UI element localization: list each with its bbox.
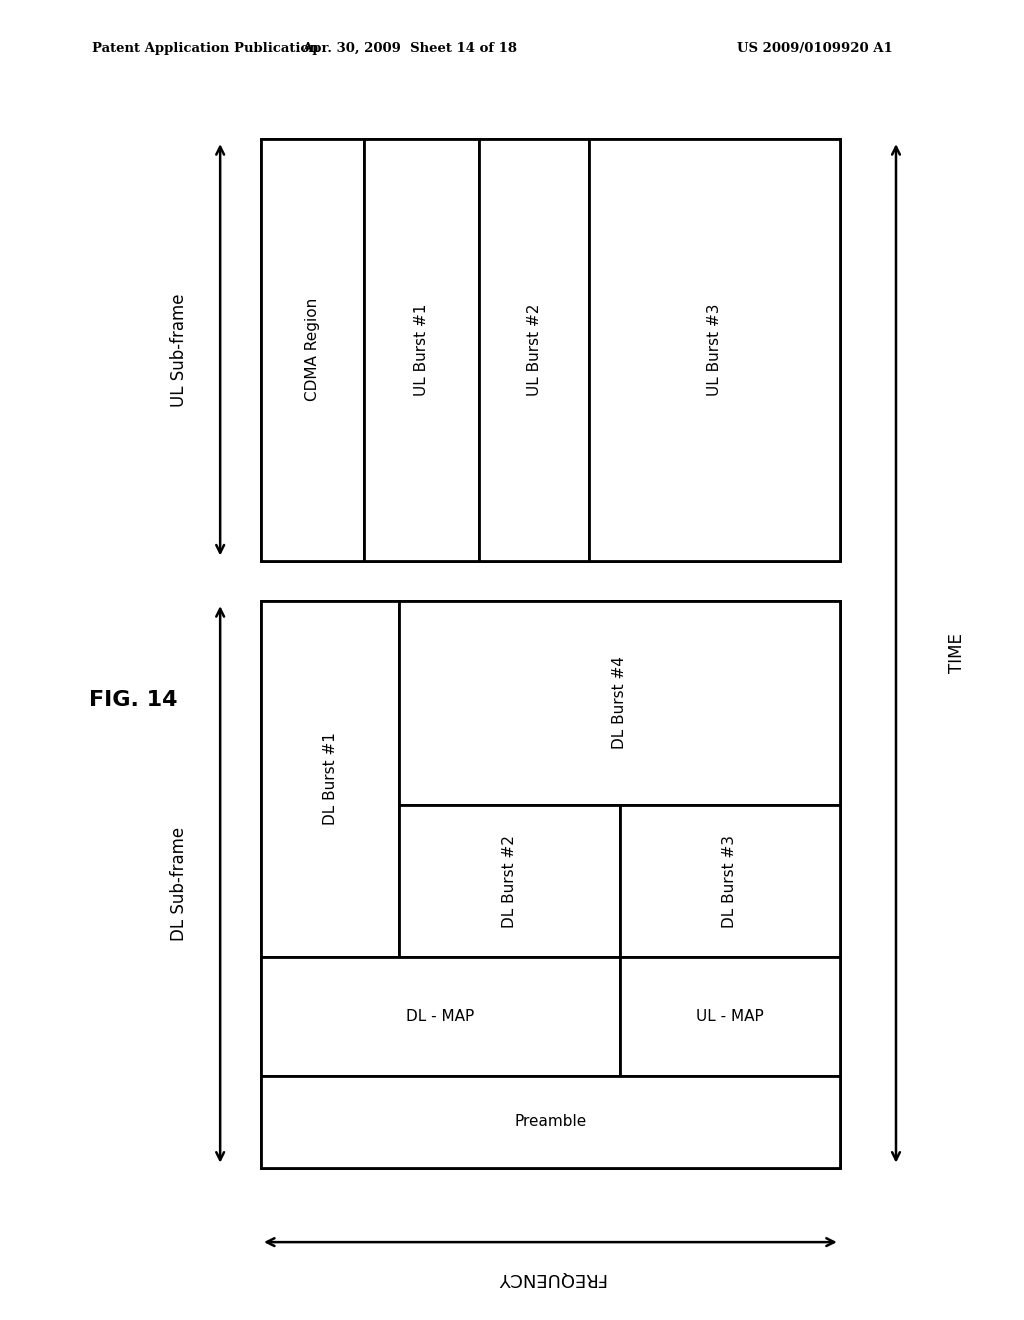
Bar: [479, 139, 589, 561]
Text: DL Sub-frame: DL Sub-frame: [170, 828, 188, 941]
Text: FREQUENCY: FREQUENCY: [496, 1269, 605, 1287]
Text: CDMA Region: CDMA Region: [305, 298, 319, 401]
Text: UL Burst #3: UL Burst #3: [707, 304, 722, 396]
Bar: [261, 139, 364, 561]
Text: UL Burst #2: UL Burst #2: [526, 304, 542, 396]
Text: TIME: TIME: [948, 634, 967, 673]
Bar: [620, 805, 840, 957]
Text: Apr. 30, 2009  Sheet 14 of 18: Apr. 30, 2009 Sheet 14 of 18: [302, 42, 517, 55]
Text: US 2009/0109920 A1: US 2009/0109920 A1: [737, 42, 893, 55]
Text: UL - MAP: UL - MAP: [695, 1008, 764, 1024]
Text: DL Burst #3: DL Burst #3: [722, 834, 737, 928]
Bar: [261, 139, 840, 561]
Text: UL Burst #1: UL Burst #1: [414, 304, 429, 396]
Bar: [399, 601, 840, 805]
Text: DL - MAP: DL - MAP: [407, 1008, 474, 1024]
Bar: [261, 601, 399, 957]
Bar: [261, 957, 620, 1076]
Bar: [364, 139, 479, 561]
Text: UL Sub-frame: UL Sub-frame: [170, 293, 188, 407]
Text: DL Burst #1: DL Burst #1: [323, 733, 338, 825]
Text: DL Burst #2: DL Burst #2: [502, 834, 517, 928]
Bar: [399, 805, 620, 957]
Text: DL Burst #4: DL Burst #4: [612, 656, 627, 750]
Bar: [589, 139, 840, 561]
Text: Preamble: Preamble: [514, 1114, 587, 1130]
Text: Patent Application Publication: Patent Application Publication: [92, 42, 318, 55]
Bar: [261, 1076, 840, 1168]
Text: FIG. 14: FIG. 14: [89, 689, 177, 710]
Bar: [620, 957, 840, 1076]
Bar: [261, 601, 840, 1168]
